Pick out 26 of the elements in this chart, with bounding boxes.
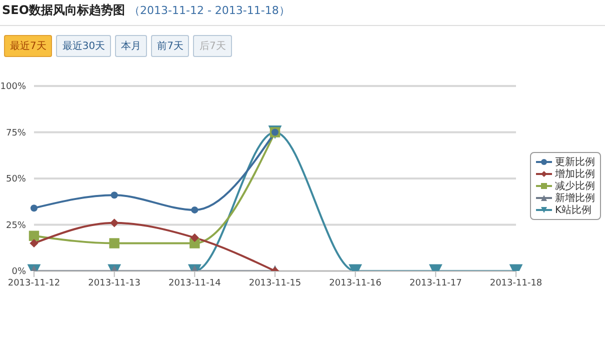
legend-label: 增加比例 [555,168,595,180]
point [110,192,118,199]
legend-label: K站比例 [555,204,592,216]
x-tick-label: 2013-11-14 [168,278,222,288]
legend-label: 更新比例 [555,156,595,168]
x-tick-label: 2013-11-12 [8,278,60,288]
x-tick-label: 2013-11-17 [410,278,462,288]
text: 最近7天 [4,35,52,57]
x-tick-label: 2013-11-15 [248,278,302,288]
text: 前7天 [151,35,190,57]
chart-title: SEO数据风向标趋势图 [2,3,126,17]
x-tick-label: 2013-11-16 [329,278,382,288]
x-tick-label: 2013-11-13 [88,278,140,288]
text: 最近30天 [56,35,112,57]
chart-subtitle: （2013-11-12 - 2013-11-18） [129,4,290,17]
x-tick-label: 2013-11-18 [490,278,542,288]
text: 本月 [115,35,148,57]
y-tick-label: 0% [12,267,26,278]
legend-label: 减少比例 [555,180,595,192]
text: 后7天 [193,35,232,57]
y-tick-label: 75% [6,128,26,138]
point [191,206,198,214]
y-tick-label: 100% [0,82,26,92]
legend-label: 新增比例 [555,192,595,204]
y-tick-label: 50% [6,174,26,185]
y-tick-label: 25% [6,220,26,231]
